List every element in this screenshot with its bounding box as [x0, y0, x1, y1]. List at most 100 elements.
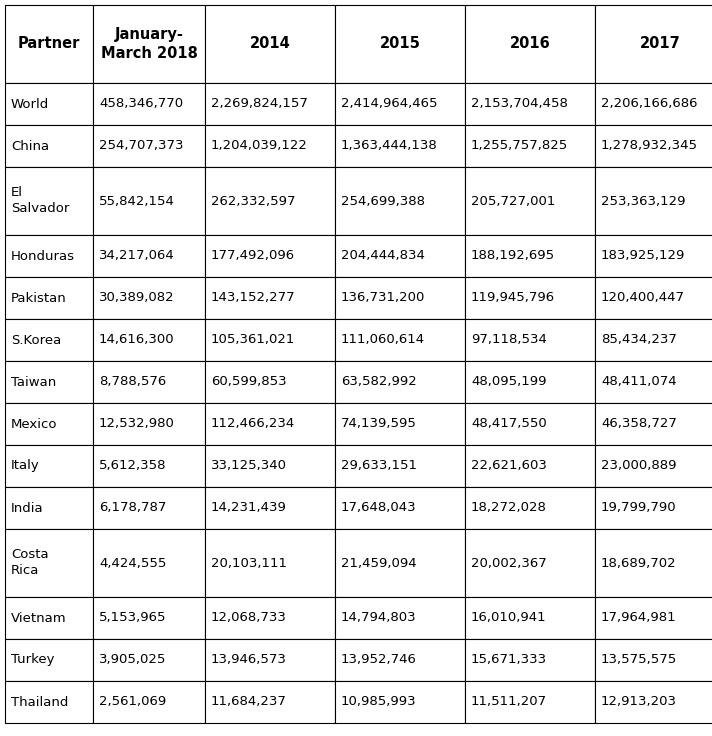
Text: 97,118,534: 97,118,534	[471, 333, 547, 347]
Text: 85,434,237: 85,434,237	[601, 333, 677, 347]
Text: 3,905,025: 3,905,025	[99, 654, 167, 667]
Text: Costa
Rica: Costa Rica	[11, 548, 48, 578]
Text: 136,731,200: 136,731,200	[341, 291, 425, 305]
Bar	[93, 167, 205, 235]
Text: Thailand: Thailand	[11, 696, 68, 709]
Text: Mexico: Mexico	[11, 417, 58, 431]
Bar	[5, 529, 93, 597]
Text: 13,952,746: 13,952,746	[341, 654, 417, 667]
Text: S.Korea: S.Korea	[11, 333, 61, 347]
Text: 143,152,277: 143,152,277	[211, 291, 295, 305]
Text: 262,332,597: 262,332,597	[211, 194, 295, 208]
Text: 48,411,074: 48,411,074	[601, 375, 676, 389]
Bar	[335, 681, 465, 723]
Bar	[595, 529, 712, 597]
Bar	[335, 83, 465, 125]
Text: 2014: 2014	[250, 37, 290, 52]
Bar	[465, 125, 595, 167]
Text: 14,616,300: 14,616,300	[99, 333, 174, 347]
Text: 60,599,853: 60,599,853	[211, 375, 287, 389]
Text: India: India	[11, 501, 43, 514]
Bar	[465, 403, 595, 445]
Text: 6,178,787: 6,178,787	[99, 501, 167, 514]
Text: 254,699,388: 254,699,388	[341, 194, 425, 208]
Text: 21,459,094: 21,459,094	[341, 556, 417, 570]
Bar	[465, 597, 595, 639]
Bar	[595, 639, 712, 681]
Text: 112,466,234: 112,466,234	[211, 417, 295, 431]
Text: 30,389,082: 30,389,082	[99, 291, 174, 305]
Bar	[335, 167, 465, 235]
Bar	[465, 361, 595, 403]
Text: 22,621,603: 22,621,603	[471, 459, 547, 473]
Bar	[465, 319, 595, 361]
Text: 19,799,790: 19,799,790	[601, 501, 676, 514]
Bar	[93, 319, 205, 361]
Text: 17,648,043: 17,648,043	[341, 501, 417, 514]
Bar	[5, 125, 93, 167]
Bar	[595, 361, 712, 403]
Text: 13,575,575: 13,575,575	[601, 654, 677, 667]
Text: 63,582,992: 63,582,992	[341, 375, 417, 389]
Text: 2016: 2016	[510, 37, 550, 52]
Bar	[335, 639, 465, 681]
Bar	[465, 639, 595, 681]
Text: 20,002,367: 20,002,367	[471, 556, 547, 570]
Bar	[335, 445, 465, 487]
Bar	[205, 319, 335, 361]
Text: 11,511,207: 11,511,207	[471, 696, 547, 709]
Text: 55,842,154: 55,842,154	[99, 194, 175, 208]
Bar	[465, 167, 595, 235]
Bar	[5, 403, 93, 445]
Text: 111,060,614: 111,060,614	[341, 333, 425, 347]
Text: 5,612,358: 5,612,358	[99, 459, 167, 473]
Text: 20,103,111: 20,103,111	[211, 556, 287, 570]
Text: 17,964,981: 17,964,981	[601, 612, 676, 625]
Text: 1,204,039,122: 1,204,039,122	[211, 140, 308, 152]
Bar	[93, 681, 205, 723]
Bar	[5, 277, 93, 319]
Bar	[5, 5, 93, 83]
Bar	[93, 361, 205, 403]
Text: 2,269,824,157: 2,269,824,157	[211, 97, 308, 110]
Bar	[93, 487, 205, 529]
Bar	[205, 125, 335, 167]
Bar	[205, 167, 335, 235]
Text: 16,010,941: 16,010,941	[471, 612, 547, 625]
Bar	[595, 83, 712, 125]
Bar	[5, 361, 93, 403]
Bar	[5, 597, 93, 639]
Bar	[595, 487, 712, 529]
Text: 2,414,964,465: 2,414,964,465	[341, 97, 437, 110]
Text: 1,278,932,345: 1,278,932,345	[601, 140, 698, 152]
Text: Partner: Partner	[18, 37, 80, 52]
Bar	[205, 681, 335, 723]
Bar	[595, 277, 712, 319]
Bar	[205, 83, 335, 125]
Bar	[93, 403, 205, 445]
Text: Pakistan: Pakistan	[11, 291, 67, 305]
Bar	[93, 597, 205, 639]
Bar	[93, 83, 205, 125]
Text: 2015: 2015	[379, 37, 421, 52]
Text: 18,689,702: 18,689,702	[601, 556, 676, 570]
Text: 253,363,129: 253,363,129	[601, 194, 686, 208]
Text: 1,363,444,138: 1,363,444,138	[341, 140, 438, 152]
Bar	[5, 167, 93, 235]
Text: Taiwan: Taiwan	[11, 375, 56, 389]
Bar	[5, 83, 93, 125]
Bar	[93, 445, 205, 487]
Bar	[595, 125, 712, 167]
Text: 48,417,550: 48,417,550	[471, 417, 547, 431]
Text: 8,788,576: 8,788,576	[99, 375, 166, 389]
Bar	[205, 529, 335, 597]
Bar	[335, 319, 465, 361]
Text: 14,794,803: 14,794,803	[341, 612, 417, 625]
Bar	[5, 319, 93, 361]
Text: 105,361,021: 105,361,021	[211, 333, 295, 347]
Bar	[93, 235, 205, 277]
Bar	[465, 681, 595, 723]
Text: 18,272,028: 18,272,028	[471, 501, 547, 514]
Bar	[335, 597, 465, 639]
Bar	[205, 639, 335, 681]
